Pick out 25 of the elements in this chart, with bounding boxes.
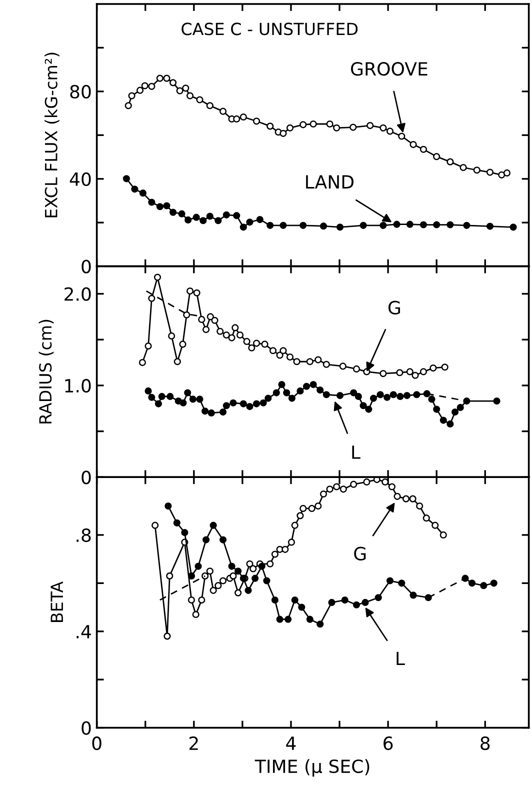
annotation: G	[388, 300, 400, 314]
y-tick-label: 2.0	[64, 287, 91, 301]
y-tick-label: 40	[70, 172, 91, 186]
x-tick-label: 4	[286, 736, 296, 750]
x-tick-label: 8	[480, 736, 490, 750]
y-axis-title: RADIUS (cm)	[38, 320, 54, 424]
annotation: L	[396, 652, 405, 666]
annotation: L	[352, 446, 360, 459]
y-tick-label: 0	[82, 470, 91, 484]
y-axis-title: EXCL FLUX (kG-cm²)	[44, 52, 60, 218]
y-tick-label: 80	[70, 84, 91, 99]
annotation: GROOVE	[351, 62, 428, 76]
y-tick-label: 0	[82, 260, 91, 274]
annotation: G	[354, 546, 366, 560]
y-tick-label: 1.0	[65, 378, 91, 393]
annotation: LAND	[306, 175, 354, 188]
text: CASE C - UNSTUFFED	[182, 22, 358, 36]
y-tick-label: 0	[82, 721, 91, 735]
x-tick-label: 2	[189, 736, 198, 750]
x-tick-label: 0	[92, 736, 102, 750]
x-tick-label: 6	[384, 736, 393, 750]
y-tick-label: .4	[76, 625, 91, 638]
x-axis-title: TIME (μ SEC)	[254, 759, 370, 777]
y-tick-label: .8	[76, 528, 91, 542]
y-axis-title: BETA	[50, 581, 63, 622]
